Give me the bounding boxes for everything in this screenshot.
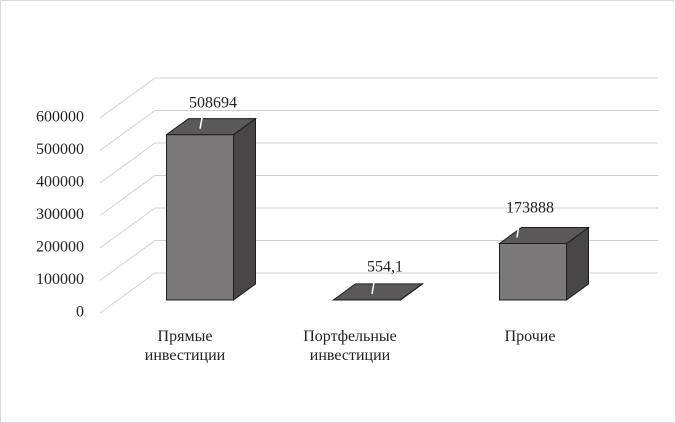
- grid-line: [99, 272, 658, 314]
- y-tick-label: 200000: [36, 239, 84, 256]
- data-label: 173888: [506, 200, 554, 217]
- y-tick-label: 500000: [36, 141, 84, 158]
- y-tick-label: 600000: [36, 109, 84, 126]
- grid-line: [99, 207, 658, 249]
- data-label: 508694: [189, 95, 237, 112]
- leader-line: [371, 276, 376, 294]
- y-tick-label: 100000: [36, 271, 84, 288]
- leader-line: [516, 217, 521, 238]
- bar: [166, 134, 234, 301]
- x-tick-label: Портфельные инвестиции: [303, 328, 397, 364]
- grid-line: [99, 240, 658, 281]
- grid-line: [99, 142, 658, 184]
- data-label: 554,1: [367, 259, 403, 276]
- bar-top: [164, 118, 258, 136]
- x-tick-label: Прочие: [504, 328, 556, 345]
- bar-top: [497, 226, 591, 244]
- x-tick-label: Прямые инвестиции: [144, 328, 226, 364]
- y-tick-label: 300000: [36, 206, 84, 223]
- y-tick-label: 400000: [36, 174, 84, 191]
- grid-line: [99, 175, 658, 216]
- grid-line: [99, 77, 658, 119]
- bar-top: [331, 283, 425, 301]
- leader-line: [199, 112, 204, 129]
- y-tick-label: 0: [76, 304, 84, 321]
- bar: [499, 242, 567, 301]
- bar-side: [233, 117, 256, 301]
- grid-line: [99, 110, 658, 151]
